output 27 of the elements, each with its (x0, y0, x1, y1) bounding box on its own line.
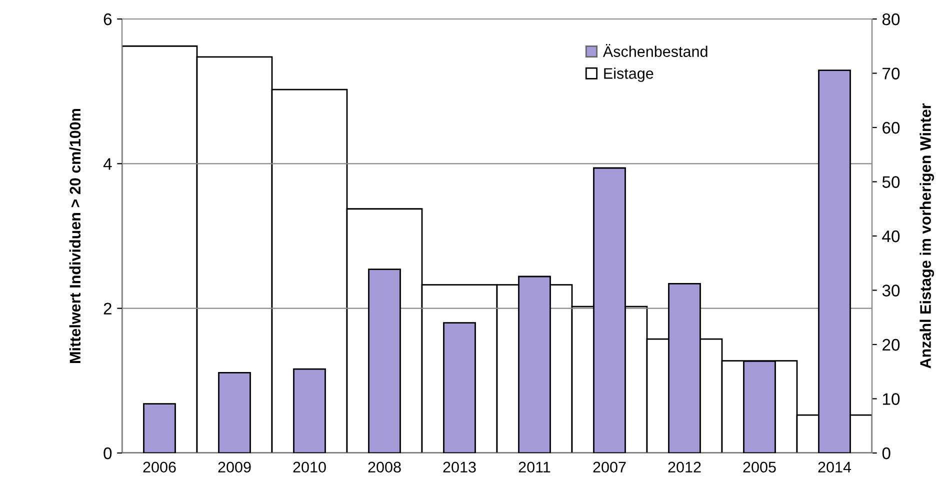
x-tick-label: 2013 (443, 462, 476, 473)
legend-label: Eistage (604, 68, 654, 82)
y-tick-label: 0 (104, 447, 112, 460)
y2-tick-label: 80 (882, 13, 900, 26)
y2-tick-label: 60 (882, 122, 900, 134)
y2-tick-label: 40 (882, 230, 900, 242)
x-tick-label: 2010 (293, 462, 326, 473)
x-tick-label: 2005 (743, 462, 776, 473)
x-tick-label: 2011 (518, 462, 550, 473)
x-tick-label: 2008 (368, 462, 401, 473)
y-tick-label: 6 (104, 13, 112, 26)
y2-tick-label: 0 (882, 447, 890, 460)
x-tick-label: 2009 (218, 462, 251, 473)
y-tick-label: 2 (104, 302, 112, 314)
y-tick-label: 4 (103, 158, 112, 170)
legend-label: Äschenbestand (602, 44, 708, 57)
y2-tick-label: 10 (882, 393, 900, 405)
y2-tick-label: 30 (882, 284, 900, 296)
y-axis-title: Mittelwert Individuen > 20 cm/100m (69, 108, 81, 363)
y2-tick-label: 70 (882, 68, 900, 80)
x-tick-label: 2012 (668, 462, 701, 473)
y2-axis-title: Anzahl Eistage im vorherigen Winter (920, 103, 934, 368)
x-tick-label: 2006 (143, 462, 176, 473)
x-tick-label: 2014 (818, 462, 852, 473)
y2-tick-label: 50 (882, 176, 900, 188)
x-tick-label: 2007 (593, 462, 626, 473)
y2-tick-label: 20 (882, 338, 900, 351)
